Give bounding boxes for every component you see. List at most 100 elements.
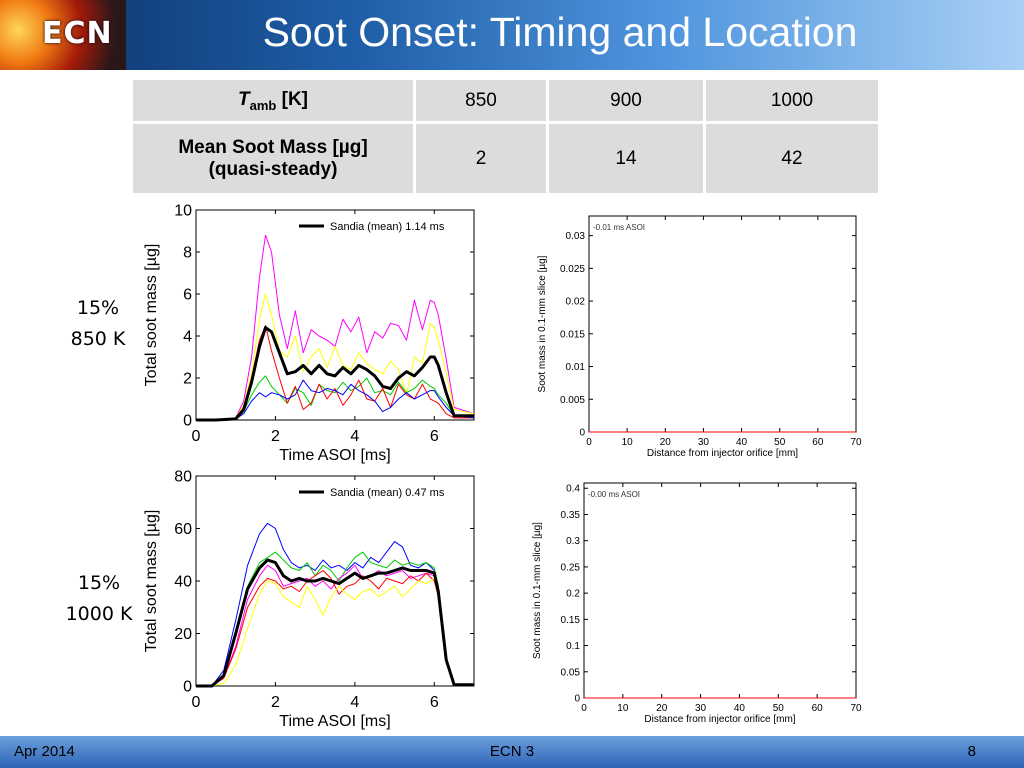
legend-label: Sandia (mean) 1.14 ms	[330, 221, 445, 233]
x-tick-label: 2	[271, 694, 280, 711]
series-line	[196, 564, 474, 687]
condition-label-1000k: 15% 1000 K	[65, 572, 133, 625]
series-line	[196, 293, 475, 421]
x-tick-label: 50	[773, 703, 785, 714]
y-axis-label: Total soot mass [µg]	[143, 510, 160, 653]
time-annotation: -0.00 ms ASOI	[588, 490, 640, 499]
x-tick-label: 10	[622, 437, 634, 448]
legend-label: Sandia (mean) 0.47 ms	[330, 487, 445, 499]
table-row: Mean Soot Mass [µg] (quasi-steady) 2 14 4…	[130, 121, 881, 196]
table-cell: 14	[546, 121, 706, 196]
x-tick-label: 0	[192, 694, 201, 711]
y-tick-label: 0.35	[561, 510, 581, 521]
y-axis-label: Total soot mass [µg]	[143, 244, 160, 387]
x-tick-label: 2	[271, 428, 280, 445]
series-line	[196, 577, 474, 687]
table-cell: 2	[413, 121, 549, 196]
y-tick-label: 0.05	[561, 667, 581, 678]
ecn-logo: ECN	[0, 0, 126, 70]
x-tick-label: 0	[586, 437, 592, 448]
table-cell: 900	[546, 77, 706, 124]
y-tick-label: 0.25	[561, 562, 581, 573]
series-line	[196, 375, 474, 421]
plot-area	[195, 209, 475, 421]
plot-area	[583, 482, 857, 699]
row-header-tamb: Tamb [K]	[130, 77, 416, 124]
y-tick-label: 0.015	[560, 329, 585, 340]
y-tick-label: 40	[174, 574, 192, 591]
y-tick-label: 0.4	[566, 484, 580, 495]
y-tick-label: 8	[183, 245, 192, 262]
y-tick-label: 0	[183, 679, 192, 696]
series-line-mean	[196, 326, 474, 422]
x-tick-label: 30	[698, 437, 710, 448]
x-tick-label: 10	[617, 703, 629, 714]
logo-text: ECN	[42, 16, 113, 51]
y-axis-label: Soot mass in 0.1-mm slice [µg]	[532, 522, 543, 659]
x-tick-label: 50	[774, 437, 786, 448]
x-tick-label: 70	[850, 703, 862, 714]
x-tick-label: 30	[695, 703, 707, 714]
slide-number: 8	[967, 743, 976, 760]
series-line-mean	[196, 558, 474, 688]
y-tick-label: 60	[174, 521, 192, 538]
footer-event: ECN 3	[489, 743, 535, 760]
footer-date: Apr 2014	[14, 743, 75, 760]
y-tick-label: 4	[183, 329, 192, 346]
x-tick-label: 20	[660, 437, 672, 448]
x-tick-label: 6	[430, 694, 439, 711]
plot-area	[588, 215, 857, 433]
x-tick-label: 40	[734, 703, 746, 714]
y-tick-label: 0.15	[561, 615, 581, 626]
y-tick-label: 10	[174, 203, 192, 220]
table-cell: 1000	[703, 77, 881, 124]
soot-mass-table: Tamb [K] 850 900 1000 Mean Soot Mass [µg…	[130, 77, 881, 196]
y-tick-label: 0	[183, 413, 192, 430]
y-tick-label: 6	[183, 287, 192, 304]
x-tick-label: 4	[350, 428, 359, 445]
row-header-soot-mass: Mean Soot Mass [µg] (quasi-steady)	[130, 121, 416, 196]
x-tick-label: 0	[192, 428, 201, 445]
x-tick-label: 4	[350, 694, 359, 711]
x-axis-label: Distance from injector orifice [mm]	[647, 448, 798, 459]
y-tick-label: 0.03	[566, 231, 586, 242]
y-tick-label: 0.01	[566, 362, 586, 373]
x-tick-label: 40	[736, 437, 748, 448]
x-tick-label: 6	[430, 428, 439, 445]
x-tick-label: 70	[850, 437, 862, 448]
x-tick-label: 0	[581, 703, 587, 714]
y-tick-label: 0.1	[566, 641, 580, 652]
y-tick-label: 0.3	[566, 536, 580, 547]
y-tick-label: 0.02	[566, 297, 586, 308]
x-axis-label: Distance from injector orifice [mm]	[644, 714, 795, 725]
time-annotation: -0.01 ms ASOI	[593, 223, 645, 232]
slide-title: Soot Onset: Timing and Location	[262, 9, 858, 55]
series-line	[196, 379, 475, 421]
x-axis-label: Time ASOI [ms]	[279, 713, 390, 730]
y-tick-label: 0.2	[566, 589, 580, 600]
x-tick-label: 20	[656, 703, 668, 714]
x-tick-label: 60	[812, 703, 824, 714]
y-tick-label: 80	[174, 469, 192, 486]
y-tick-label: 0	[579, 428, 585, 439]
x-axis-label: Time ASOI [ms]	[279, 447, 390, 464]
x-tick-label: 60	[812, 437, 824, 448]
y-axis-label: Soot mass in 0.1-mm slice [µg]	[537, 255, 548, 392]
y-tick-label: 0.005	[560, 395, 585, 406]
footer-bar: Apr 2014 ECN 3 8	[0, 736, 1024, 768]
title-bar: ECN Soot Onset: Timing and Location	[0, 0, 1024, 70]
y-tick-label: 0.025	[560, 264, 585, 275]
condition-label-850k: 15% 850 K	[70, 297, 126, 350]
y-tick-label: 20	[174, 626, 192, 643]
table-row: Tamb [K] 850 900 1000	[130, 77, 881, 124]
y-tick-label: 2	[183, 371, 192, 388]
y-tick-label: 0	[574, 694, 580, 705]
series-line	[196, 234, 475, 421]
table-cell: 850	[413, 77, 549, 124]
table-cell: 42	[703, 121, 881, 196]
series-line	[196, 551, 474, 687]
